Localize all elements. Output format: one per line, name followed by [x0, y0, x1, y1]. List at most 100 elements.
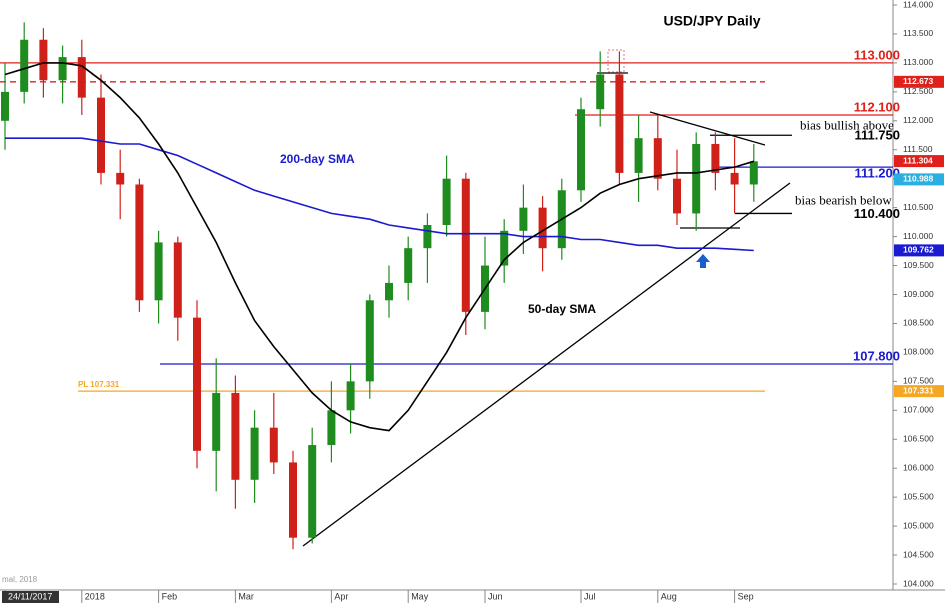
x-tick-label: Jul [584, 591, 596, 601]
price-tag [894, 385, 944, 398]
x-label-box [2, 591, 59, 603]
candle-body [1, 91, 9, 121]
candle-body [423, 225, 432, 249]
y-tick-label: 106.500 [903, 434, 934, 444]
bias-text: bias bullish above [800, 117, 894, 132]
x-tick-label: 24/11/2017 [8, 591, 52, 601]
y-tick-label: 113.000 [903, 57, 933, 67]
candle-body [692, 143, 701, 214]
candle-body [404, 248, 413, 283]
bias-value: 111.750 [854, 128, 900, 143]
candle-body [442, 178, 451, 226]
y-tick-label: 108.000 [903, 347, 934, 357]
footer-note: mal, 2018 [2, 575, 38, 584]
candle-body [653, 138, 662, 179]
candle-body [154, 242, 163, 301]
candle-body [730, 172, 739, 185]
candle-body [212, 392, 221, 451]
candle-body [193, 317, 201, 451]
candle-body [673, 178, 681, 214]
sma-label: 50-day SMA [528, 302, 596, 316]
price-tag [894, 173, 944, 186]
x-tick-label: Sep [738, 591, 754, 601]
candle-body [538, 207, 547, 249]
x-tick-label: Mar [238, 591, 254, 601]
candle-body [116, 172, 125, 185]
candle-body [749, 161, 758, 185]
candle-body [289, 462, 297, 538]
y-tick-label: 107.500 [903, 376, 934, 386]
price-tag [894, 244, 944, 257]
price-tag-label: 109.762 [903, 245, 934, 255]
trend-line [302, 182, 791, 547]
candle-body [231, 392, 240, 480]
chart-title: USD/JPY Daily [663, 13, 760, 29]
price-tag-label: 111.304 [903, 155, 933, 165]
candle-body [461, 178, 470, 312]
y-tick-label: 112.000 [903, 115, 933, 125]
x-tick-label: Jun [488, 591, 503, 601]
highlight-box [607, 49, 625, 73]
level-label: 112.100 [854, 99, 900, 114]
y-tick-label: 108.500 [903, 318, 934, 328]
candle-body [135, 184, 144, 301]
candle-body [500, 230, 509, 266]
y-tick-label: 110.000 [903, 231, 933, 241]
candle-body [596, 74, 605, 110]
y-tick-label: 109.000 [903, 289, 934, 299]
candle-body [77, 57, 86, 98]
candle-body [385, 282, 393, 301]
level-label: 107.800 [853, 348, 900, 363]
candle-body [20, 39, 29, 92]
price-tag-label: 112.673 [903, 76, 934, 86]
candle-body [97, 97, 105, 173]
y-tick-label: 112.500 [903, 86, 933, 96]
sma-line [4, 62, 755, 432]
candle-body [58, 57, 67, 81]
candle-body [327, 410, 336, 446]
y-tick-label: 104.000 [903, 578, 934, 588]
bias-value: 110.400 [854, 206, 900, 221]
x-tick-label: Apr [334, 591, 348, 601]
y-tick-label: 109.500 [903, 260, 934, 270]
x-tick-label: May [411, 591, 429, 601]
y-tick-label: 106.000 [903, 462, 934, 472]
x-tick-label: Aug [661, 591, 677, 601]
candle-body [173, 242, 182, 318]
sma-label: 200-day SMA [280, 152, 355, 166]
triangle-upper-line [649, 111, 766, 146]
bias-text: bias bearish below [795, 192, 892, 207]
level-label: 113.000 [854, 47, 900, 62]
level-label: PL 107.331 [78, 380, 120, 389]
y-tick-label: 107.000 [903, 405, 934, 415]
candle-body [346, 381, 355, 411]
candle-body [577, 109, 585, 191]
candle-body [308, 445, 317, 538]
candle-body [634, 138, 643, 173]
x-tick-label: Feb [162, 591, 178, 601]
level-label: 111.200 [854, 166, 900, 181]
candle-body [519, 207, 528, 231]
y-tick-label: 105.500 [903, 491, 934, 501]
candle-body [615, 74, 624, 173]
price-tag-label: 110.988 [903, 174, 934, 184]
arrow-icon [696, 254, 710, 268]
y-tick-label: 111.500 [903, 144, 933, 154]
sma-line [5, 137, 754, 252]
price-tag [894, 155, 944, 168]
candle-body [269, 427, 278, 463]
candle-body [250, 427, 259, 480]
price-tag-label: 107.331 [903, 385, 934, 395]
y-tick-label: 113.500 [903, 28, 933, 38]
x-tick-label: 2018 [85, 591, 105, 601]
candle-body [39, 39, 48, 81]
candle-body [365, 300, 374, 382]
price-tag [894, 75, 944, 88]
candle-body [711, 143, 720, 173]
y-tick-label: 110.500 [903, 202, 933, 212]
y-tick-label: 105.000 [903, 520, 934, 530]
y-tick-label: 104.500 [903, 549, 934, 559]
